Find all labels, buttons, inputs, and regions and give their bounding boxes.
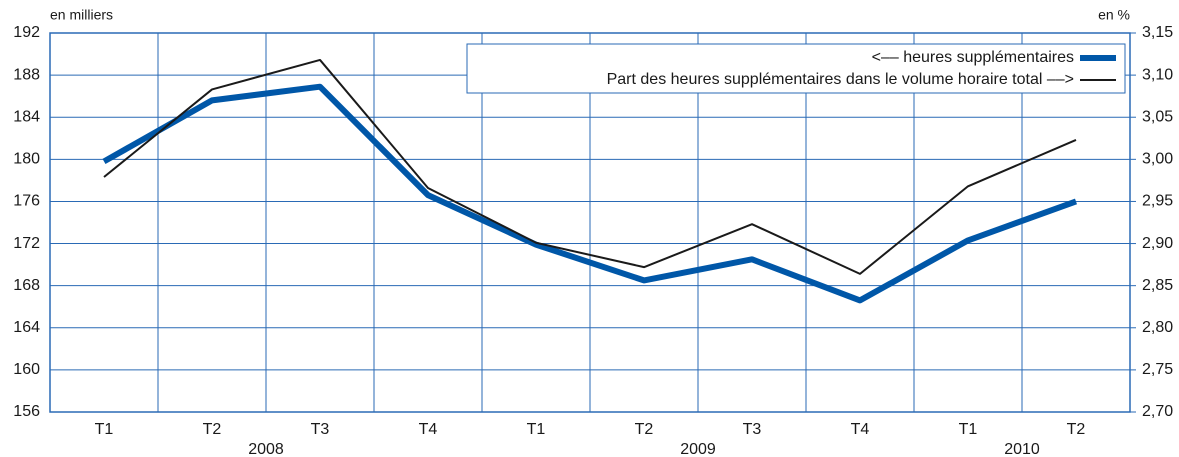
- series-line: [103, 58, 1077, 275]
- legend-box: [466, 43, 1126, 94]
- y2-axis-label: en %: [1098, 7, 1130, 23]
- x-tick-label: T3: [743, 421, 762, 438]
- x-group-label: 2010: [1004, 441, 1040, 457]
- y-axis-label: en milliers: [50, 7, 113, 23]
- y2-tick-label: 3,10: [1142, 66, 1173, 83]
- x-tick-label: T1: [959, 421, 978, 438]
- y-tick-label: 180: [13, 151, 40, 168]
- x-tick-label: T3: [311, 421, 330, 438]
- y-tick-label: 172: [13, 235, 40, 252]
- legend-label: Part des heures supplémentaires dans le …: [607, 71, 1074, 88]
- y2-tick-label: 2,70: [1142, 403, 1173, 420]
- y2-tick-label: 2,75: [1142, 361, 1173, 378]
- y2-tick-label: 3,00: [1142, 151, 1173, 168]
- y2-tick-label: 2,85: [1142, 277, 1173, 294]
- y-tick-label: 188: [13, 66, 40, 83]
- x-tick-label: T1: [95, 421, 114, 438]
- y2-tick-label: 2,95: [1142, 193, 1173, 210]
- y2-tick-label: 3,15: [1142, 24, 1173, 41]
- y-tick-label: 156: [13, 403, 40, 420]
- x-tick-label: T4: [851, 421, 870, 438]
- x-tick-label: T4: [419, 421, 438, 438]
- y-tick-label: 184: [13, 108, 40, 125]
- y2-tick-label: 2,80: [1142, 319, 1173, 336]
- y-tick-label: 164: [13, 319, 40, 336]
- x-tick-label: T2: [635, 421, 654, 438]
- x-group-label: 2008: [248, 441, 284, 457]
- y-tick-label: 176: [13, 193, 40, 210]
- legend-label: <–– heures supplémentaires: [872, 49, 1074, 66]
- x-tick-label: T1: [527, 421, 546, 438]
- x-group-label: 2009: [680, 441, 716, 457]
- y2-tick-label: 2,90: [1142, 235, 1173, 252]
- series-line: [102, 83, 1078, 304]
- x-tick-label: T2: [1067, 421, 1086, 438]
- y2-tick-label: 3,05: [1142, 108, 1173, 125]
- y-tick-label: 160: [13, 361, 40, 378]
- y-tick-label: 168: [13, 277, 40, 294]
- y-tick-label: 192: [13, 24, 40, 41]
- x-tick-label: T2: [203, 421, 222, 438]
- plot-frame: [49, 32, 1131, 413]
